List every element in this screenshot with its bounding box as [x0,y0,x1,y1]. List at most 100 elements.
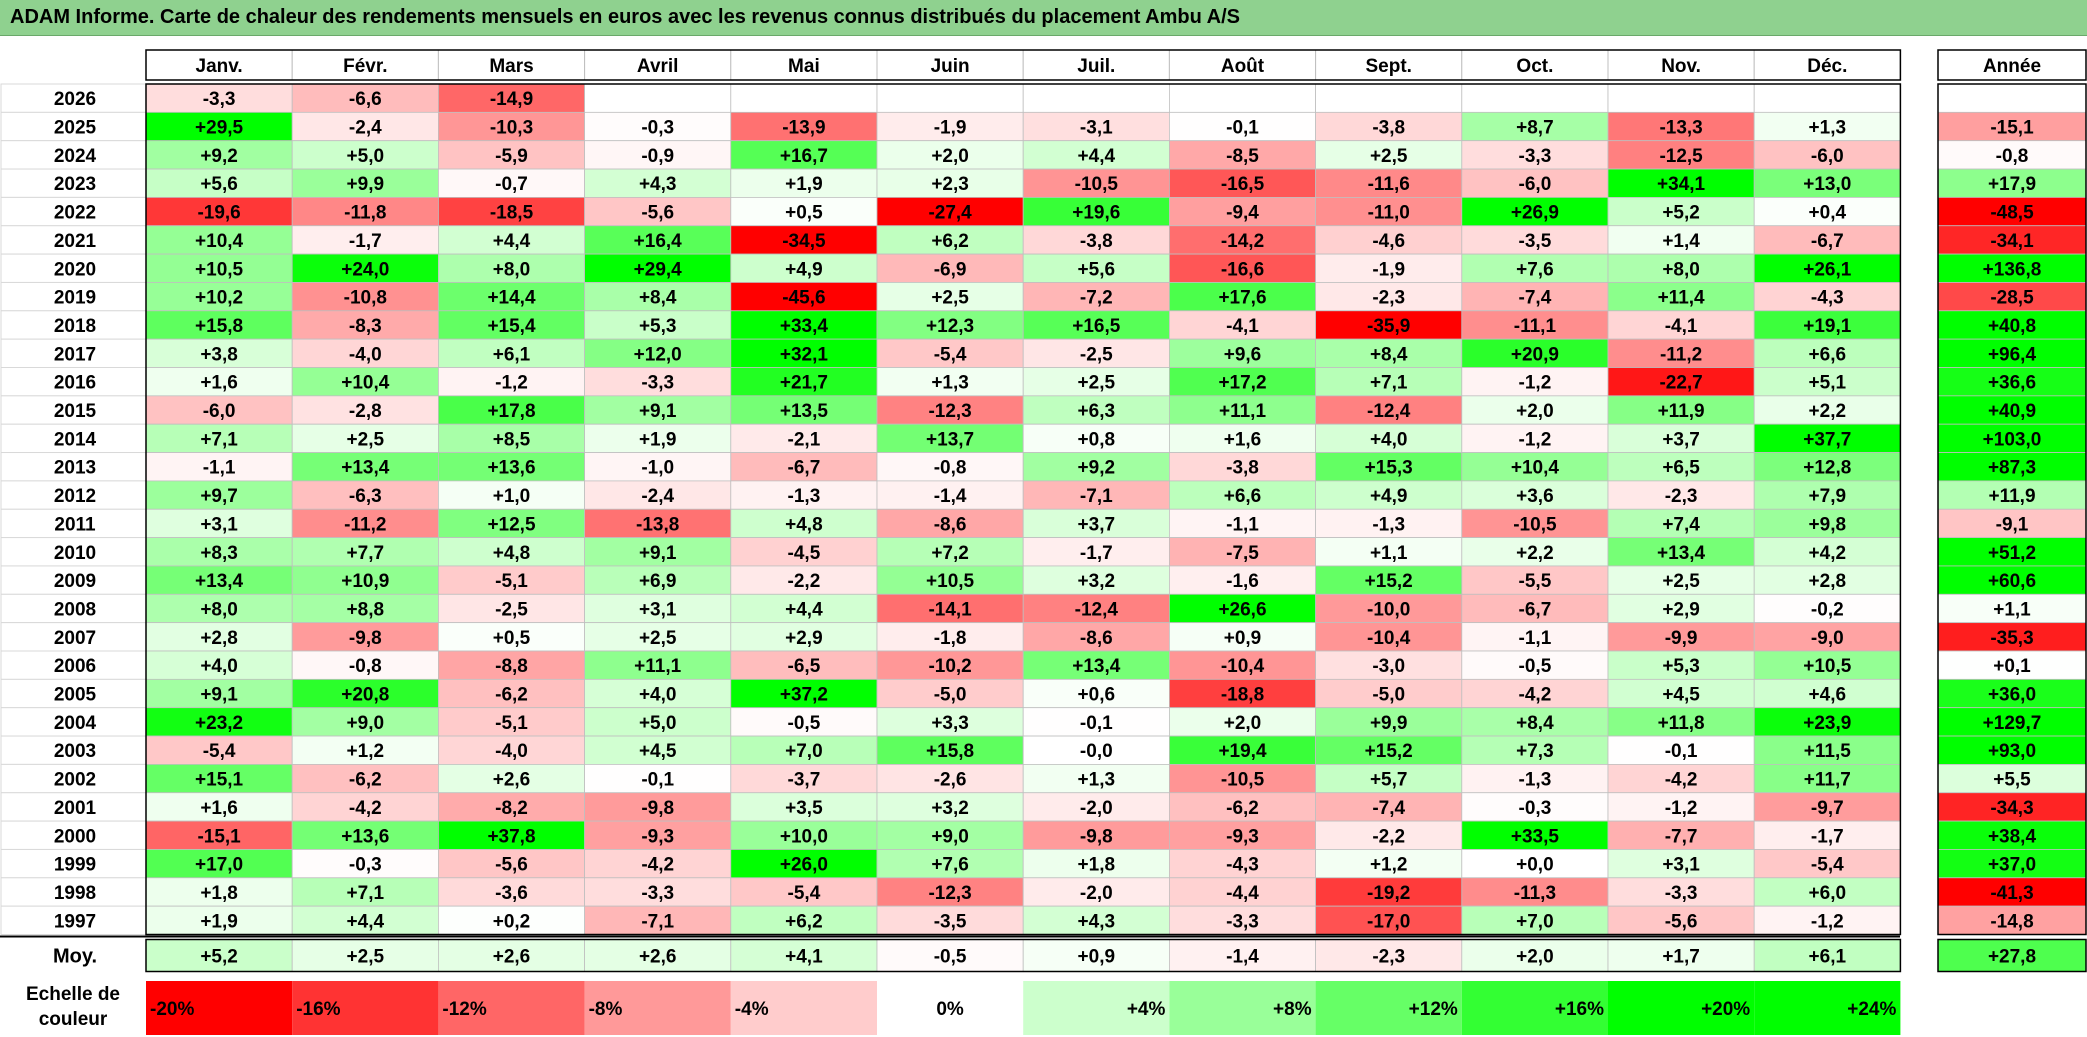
heatmap-cell [1753,650,1901,680]
heatmap-cell [584,480,732,510]
cell-value: -5,4 [1811,855,1844,876]
cell-value: -1,2 [1811,911,1844,932]
heatmap-cell [1607,849,1755,879]
cell-value: +2,5 [1078,373,1116,394]
heatmap-cell [730,537,878,567]
heatmap-cell [1022,111,1170,142]
year-label-cell [0,820,147,850]
heatmap-cell [876,83,1024,113]
cell-value: -4,5 [788,543,821,564]
cell-value: -1,3 [788,486,821,507]
heatmap-cell [291,310,439,340]
heatmap-cell [876,678,1024,709]
cell-value: +9,2 [1078,458,1116,479]
heatmap-cell [437,111,585,142]
annual-cell [1937,480,2087,510]
cell-value: +17,6 [1218,288,1266,309]
cell-value: +13,5 [780,401,829,422]
cell-value: +2,0 [931,146,969,167]
cell-value: +4,4 [347,911,385,932]
heatmap-cell [437,452,585,482]
cell-value: +7,7 [347,543,385,564]
heatmap-cell [876,707,1024,737]
heatmap-cell [730,395,878,425]
heatmap-cell [1753,111,1901,142]
heatmap-cell [1753,820,1901,850]
heatmap-cell [584,452,732,482]
cell-value: -12,4 [1075,599,1119,620]
annual-value: +129,7 [1983,713,2042,734]
heatmap-cell [1607,707,1755,737]
cell-value: +13,4 [341,458,390,479]
cell-value: +15,2 [1365,741,1413,762]
annual-header-label: Année [1983,56,2041,77]
cell-value: +2,3 [931,174,969,195]
heatmap-cell [291,140,439,170]
heatmap-cell [1607,537,1755,567]
heatmap-cell [730,140,878,170]
heatmap-cell [730,792,878,822]
cell-value: -4,6 [1372,231,1405,252]
column-header-label: Avril [637,56,679,77]
cell-value: +0,9 [1224,628,1262,649]
cell-value: +2,8 [1809,571,1847,592]
heatmap-cell [1753,593,1901,624]
heatmap-cell [1169,83,1317,113]
cell-value: +7,1 [1370,373,1408,394]
cell-value: +7,2 [931,543,969,564]
average-annual-cell [1937,938,2087,973]
heatmap-cell [1607,367,1755,397]
cell-value: -10,5 [1513,514,1557,535]
column-header-label: Févr. [343,56,387,77]
cell-value: +2,9 [785,628,823,649]
annual-value: +17,9 [1988,174,2036,195]
column-header-label: Oct. [1516,56,1553,77]
cell-value: -6,2 [495,685,528,706]
heatmap-cell [1461,310,1609,340]
cell-value: -2,4 [641,486,674,507]
heatmap-cell [145,877,293,907]
heatmap-cell [1753,508,1901,539]
cell-value: -6,3 [349,486,382,507]
cell-value: -5,6 [1665,911,1698,932]
heatmap-cell [1607,423,1755,453]
heatmap-cell [1461,168,1609,198]
cell-value: +33,5 [1511,826,1560,847]
cell-value: -1,6 [1226,571,1259,592]
cell-value: +5,2 [1662,203,1700,224]
heatmap-cell [584,423,732,453]
cell-value: -3,5 [1519,231,1552,252]
average-cell [437,939,585,972]
cell-value: +11,5 [1804,741,1851,762]
year-label: 2012 [54,486,96,507]
cell-value: +10,0 [780,826,828,847]
scale-swatch [730,981,877,1035]
cell-value: -8,6 [1080,628,1113,649]
cell-value: -1,2 [1519,429,1552,450]
heatmap-cell [291,423,439,453]
year-label-cell [0,452,147,482]
cell-value: -6,7 [1811,231,1844,252]
cell-value: +7,6 [1516,259,1554,280]
cell-value: -1,1 [1519,628,1552,649]
heatmap-cell [1461,764,1609,794]
heatmap-cell [291,338,439,368]
heatmap-cell [1022,310,1170,340]
heatmap-cell [1607,480,1755,510]
heatmap-cell [584,820,732,850]
cell-value: -9,3 [1226,826,1259,847]
heatmap-cell [1461,820,1609,850]
heatmap-cell [1607,225,1755,255]
cell-value: +4,5 [639,741,677,762]
heatmap-cell [1607,452,1755,482]
cell-value: -0,5 [1519,656,1552,677]
heatmap-cell [730,111,878,142]
heatmap-cell [1607,735,1755,765]
cell-value: +23,9 [1803,713,1851,734]
average-value: -1,4 [1226,947,1259,968]
annual-cell [1937,395,2087,425]
cell-value: +12,5 [487,514,536,535]
scale-step-label: +24% [1847,999,1896,1020]
heatmap-cell [876,338,1024,368]
cell-value: +4,2 [1809,543,1847,564]
